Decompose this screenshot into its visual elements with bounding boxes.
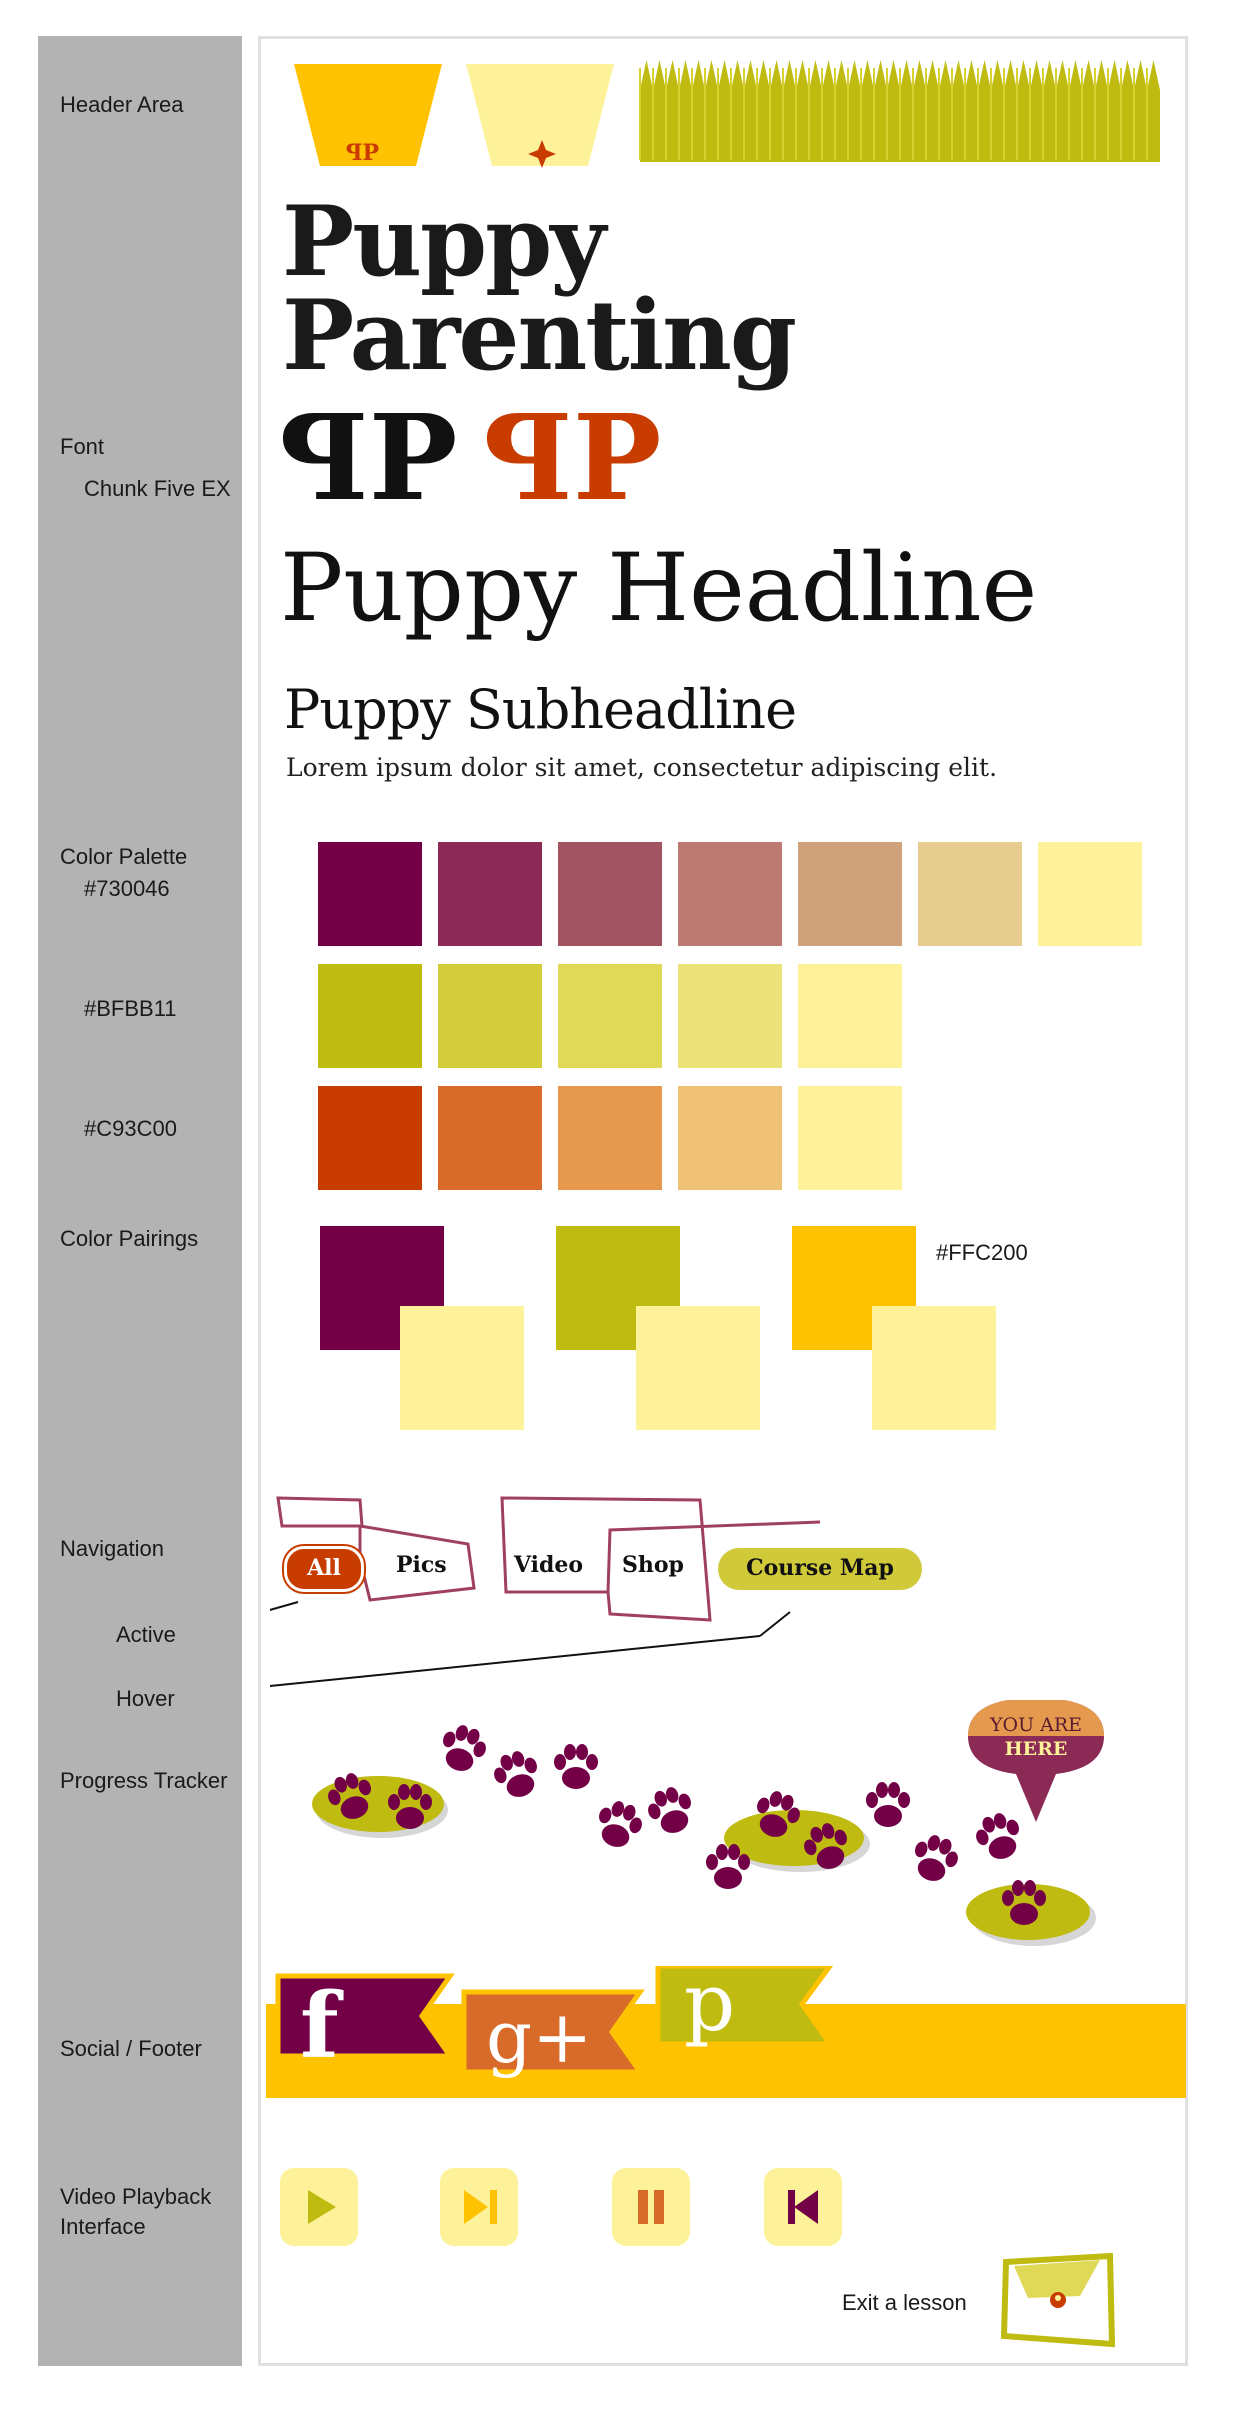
progress-tracker	[312, 1700, 1104, 1946]
previous-button[interactable]	[764, 2168, 842, 2246]
purple-swatch-5	[798, 842, 902, 946]
pairing-light-3	[872, 1306, 996, 1430]
label-video-interface: Interface	[60, 2214, 146, 2239]
green-swatch-5	[798, 964, 902, 1068]
nav-course-map-label: Course Map	[746, 1555, 894, 1581]
label-color-palette: Color Palette	[60, 844, 188, 869]
gold-hex-label: #FFC200	[936, 1240, 1028, 1265]
paw-print-7	[648, 1787, 691, 1833]
skip-back-icon	[788, 2190, 818, 2224]
orange-swatch-3	[558, 1086, 662, 1190]
header-graphics	[294, 60, 1160, 168]
label-color-pairings: Color Pairings	[60, 1226, 199, 1251]
cream-header-tab	[466, 64, 614, 166]
label-active: Active	[116, 1622, 176, 1647]
pinterest-tab	[655, 1966, 835, 2047]
green-swatch-4	[678, 964, 782, 1068]
purple-swatch-7	[1038, 842, 1142, 946]
label-orange-hex: #C93C00	[84, 1116, 177, 1141]
orange-swatch-1	[318, 1086, 422, 1190]
paw-print-12	[915, 1835, 958, 1881]
next-button[interactable]	[440, 2168, 518, 2246]
facebook-icon[interactable]: f	[300, 1973, 339, 2079]
purple-swatch-4	[678, 842, 782, 946]
paw-print-5	[554, 1744, 598, 1789]
nav-shop[interactable]: Shop	[622, 1552, 684, 1578]
pairing-light-2	[636, 1306, 760, 1430]
paw-print-3	[443, 1725, 486, 1771]
paw-print-14	[1002, 1880, 1046, 1925]
fringe-banner	[639, 60, 1160, 162]
marker-line-2: HERE	[1004, 1738, 1068, 1760]
label-progress-tracker: Progress Tracker	[60, 1768, 228, 1793]
play-button[interactable]	[280, 2168, 358, 2246]
pinterest-icon[interactable]: p	[684, 1956, 736, 2049]
purple-swatch-1	[318, 842, 422, 946]
purple-swatch-6	[918, 842, 1022, 946]
green-swatch-2	[438, 964, 542, 1068]
label-green-hex: #BFBB11	[84, 996, 177, 1021]
subheadline-sample: Puppy Subheadline	[284, 678, 797, 741]
navigation-outlines	[270, 1496, 821, 1688]
paw-print-10	[804, 1823, 847, 1869]
paw-print-1	[328, 1773, 371, 1819]
marker-line-1: YOU ARE	[989, 1714, 1083, 1736]
title-line-2: Parenting	[282, 279, 797, 392]
sidebar	[38, 36, 242, 2366]
social-tabs	[275, 1966, 835, 2075]
orange-swatch-2	[438, 1086, 542, 1190]
green-swatch-1	[318, 964, 422, 1068]
purple-swatch-3	[558, 842, 662, 946]
nav-pics[interactable]: Pics	[396, 1552, 447, 1578]
nav-all-label: All	[307, 1555, 341, 1581]
label-font-name: Chunk Five EX	[84, 476, 231, 501]
paw-prints	[328, 1725, 1046, 1925]
pause-icon	[638, 2190, 664, 2224]
exit-lesson-button[interactable]	[1000, 2252, 1120, 2352]
label-font: Font	[60, 434, 105, 459]
body-sample: Lorem ipsum dolor sit amet, consectetur …	[286, 753, 998, 782]
title-line-1: Puppy	[282, 185, 606, 298]
headline-sample: Puppy Headline	[280, 534, 1038, 643]
label-video-playback: Video Playback	[60, 2184, 212, 2209]
play-icon	[308, 2190, 336, 2224]
paw-print-2	[388, 1784, 432, 1829]
orange-swatch-4	[678, 1086, 782, 1190]
pairing-light-1	[400, 1306, 524, 1430]
label-hover: Hover	[116, 1686, 175, 1711]
exit-lesson-label: Exit a lesson	[842, 2290, 967, 2315]
nav-all-active[interactable]: All	[284, 1546, 364, 1592]
logo-orange: ꟼP	[484, 388, 662, 527]
paw-print-4	[494, 1751, 537, 1797]
label-purple-hex: #730046	[84, 876, 170, 901]
green-swatch-3	[558, 964, 662, 1068]
label-navigation: Navigation	[60, 1536, 164, 1561]
content-panel	[258, 36, 1188, 2366]
orange-swatch-5	[798, 1086, 902, 1190]
facebook-tab	[275, 1973, 455, 2059]
label-header-area: Header Area	[60, 92, 184, 117]
google-tab	[461, 1989, 645, 2075]
label-social-footer: Social / Footer	[60, 2036, 202, 2061]
google-plus-icon[interactable]: g+	[486, 1995, 593, 2079]
nav-video[interactable]: Video	[514, 1552, 584, 1578]
paw-print-8	[706, 1844, 750, 1889]
skip-next-icon	[464, 2190, 497, 2224]
nav-course-map-hover[interactable]: Course Map	[718, 1548, 922, 1590]
paw-print-13	[976, 1813, 1019, 1859]
paw-print-6	[599, 1801, 642, 1847]
purple-swatch-2	[438, 842, 542, 946]
paw-print-9	[757, 1791, 800, 1837]
logo-black: ꟼP	[280, 388, 458, 527]
header-logo-mark: ꟼP	[346, 140, 380, 166]
pause-button[interactable]	[612, 2168, 690, 2246]
star-icon	[528, 140, 556, 168]
gold-header-tab	[294, 64, 442, 166]
paw-print-11	[866, 1782, 910, 1827]
